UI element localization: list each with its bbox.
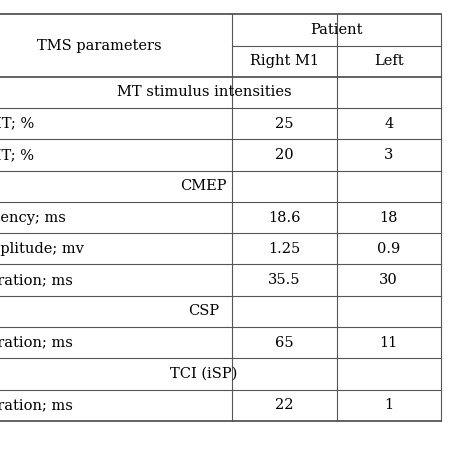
Text: Left: Left — [374, 54, 403, 68]
Text: 65: 65 — [275, 336, 294, 350]
Text: 3: 3 — [384, 148, 393, 162]
Text: 35.5: 35.5 — [268, 273, 301, 287]
Text: RMT; %: RMT; % — [0, 117, 35, 131]
Text: Duration; ms: Duration; ms — [0, 398, 73, 412]
Text: 11: 11 — [380, 336, 398, 350]
Text: 25: 25 — [275, 117, 294, 131]
Text: Right M1: Right M1 — [250, 54, 319, 68]
Text: Latency; ms: Latency; ms — [0, 210, 66, 225]
Text: 18: 18 — [379, 210, 398, 225]
Text: MT stimulus intensities: MT stimulus intensities — [117, 85, 291, 100]
Text: TCI (iSP): TCI (iSP) — [170, 367, 237, 381]
Text: 18.6: 18.6 — [268, 210, 301, 225]
Text: AMT; %: AMT; % — [0, 148, 34, 162]
Text: 20: 20 — [275, 148, 294, 162]
Text: 1.25: 1.25 — [268, 242, 301, 256]
Text: Patient: Patient — [310, 23, 363, 37]
Text: CMEP: CMEP — [181, 179, 227, 193]
Text: 22: 22 — [275, 398, 294, 412]
Text: Duration; ms: Duration; ms — [0, 336, 73, 350]
Text: TMS parameters: TMS parameters — [37, 38, 162, 53]
Text: 4: 4 — [384, 117, 393, 131]
Text: 30: 30 — [379, 273, 398, 287]
Text: 0.9: 0.9 — [377, 242, 401, 256]
Text: Duration; ms: Duration; ms — [0, 273, 73, 287]
Text: 1: 1 — [384, 398, 393, 412]
Text: Amplitude; mv: Amplitude; mv — [0, 242, 84, 256]
Text: CSP: CSP — [188, 304, 219, 319]
